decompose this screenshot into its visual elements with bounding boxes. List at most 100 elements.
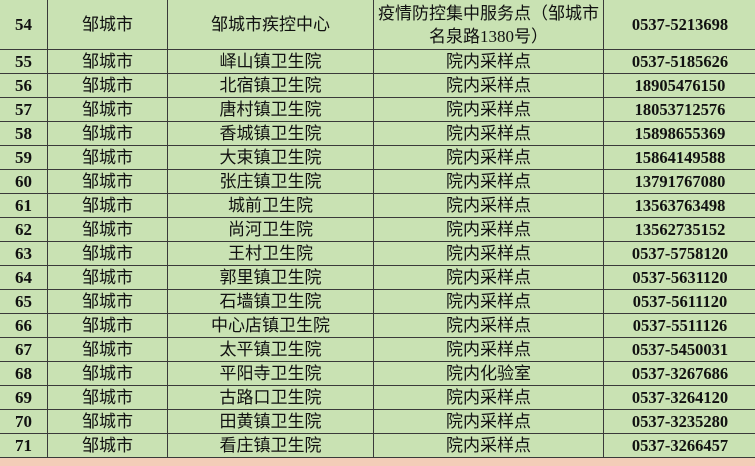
sampling-site-cell: 院内采样点	[373, 121, 604, 146]
row-number-cell: 65	[0, 289, 48, 314]
table-row: 56 邹城市 北宿镇卫生院 院内采样点 18905476150	[0, 73, 755, 98]
sampling-site-cell: 疫情防控集中服务点（邹城市名泉路1380号）	[373, 0, 604, 50]
city-cell: 邹城市	[47, 73, 168, 98]
institution-cell: 张庄镇卫生院	[167, 169, 374, 194]
sampling-site-cell: 院内采样点	[373, 49, 604, 74]
table-row: 65 邹城市 石墙镇卫生院 院内采样点 0537-5611120	[0, 289, 755, 314]
city-cell: 邹城市	[47, 97, 168, 122]
sampling-site-cell: 院内化验室	[373, 361, 604, 386]
table-row: 59 邹城市 大束镇卫生院 院内采样点 15864149588	[0, 145, 755, 170]
phone-cell: 13563763498	[603, 193, 755, 218]
table-row: 63 邹城市 王村卫生院 院内采样点 0537-5758120	[0, 241, 755, 266]
sampling-site-cell: 院内采样点	[373, 313, 604, 338]
table-row: 57 邹城市 唐村镇卫生院 院内采样点 18053712576	[0, 97, 755, 122]
row-number-cell: 54	[0, 0, 48, 50]
row-number-cell: 56	[0, 73, 48, 98]
row-number-cell: 67	[0, 337, 48, 362]
institution-cell: 唐村镇卫生院	[167, 97, 374, 122]
row-number-cell: 60	[0, 169, 48, 194]
city-cell: 邹城市	[47, 361, 168, 386]
phone-cell: 0537-5631120	[603, 265, 755, 290]
institution-cell: 郭里镇卫生院	[167, 265, 374, 290]
city-cell: 邹城市	[47, 0, 168, 50]
institution-cell: 石墙镇卫生院	[167, 289, 374, 314]
row-number-cell: 58	[0, 121, 48, 146]
institution-cell: 王村卫生院	[167, 241, 374, 266]
table-row: 66 邹城市 中心店镇卫生院 院内采样点 0537-5511126	[0, 313, 755, 338]
phone-cell: 0537-3264120	[603, 385, 755, 410]
table-row: 70 邹城市 田黄镇卫生院 院内采样点 0537-3235280	[0, 409, 755, 434]
institution-cell: 尚河卫生院	[167, 217, 374, 242]
phone-cell: 0537-5450031	[603, 337, 755, 362]
city-cell: 邹城市	[47, 121, 168, 146]
sampling-site-cell: 院内采样点	[373, 289, 604, 314]
row-number-cell: 66	[0, 313, 48, 338]
sampling-site-cell: 院内采样点	[373, 241, 604, 266]
phone-cell: 18905476150	[603, 73, 755, 98]
institution-cell: 中心店镇卫生院	[167, 313, 374, 338]
row-number-cell: 69	[0, 385, 48, 410]
sampling-site-cell: 院内采样点	[373, 145, 604, 170]
sampling-site-cell: 院内采样点	[373, 265, 604, 290]
phone-cell: 15864149588	[603, 145, 755, 170]
sampling-site-cell: 院内采样点	[373, 97, 604, 122]
phone-cell: 0537-5611120	[603, 289, 755, 314]
city-cell: 邹城市	[47, 217, 168, 242]
table-row: 58 邹城市 香城镇卫生院 院内采样点 15898655369	[0, 121, 755, 146]
row-number-cell: 68	[0, 361, 48, 386]
phone-cell: 0537-5758120	[603, 241, 755, 266]
row-number-cell: 55	[0, 49, 48, 74]
row-number-cell: 57	[0, 97, 48, 122]
institution-cell: 北宿镇卫生院	[167, 73, 374, 98]
table-row: 69 邹城市 古路口卫生院 院内采样点 0537-3264120	[0, 385, 755, 410]
sampling-site-cell: 院内采样点	[373, 217, 604, 242]
city-cell: 邹城市	[47, 337, 168, 362]
city-cell: 邹城市	[47, 385, 168, 410]
city-cell: 邹城市	[47, 145, 168, 170]
phone-cell: 0537-3267686	[603, 361, 755, 386]
row-number-cell: 70	[0, 409, 48, 434]
institution-cell: 香城镇卫生院	[167, 121, 374, 146]
table-row: 67 邹城市 太平镇卫生院 院内采样点 0537-5450031	[0, 337, 755, 362]
institution-cell: 邹城市疾控中心	[167, 0, 374, 50]
institution-cell: 城前卫生院	[167, 193, 374, 218]
city-cell: 邹城市	[47, 289, 168, 314]
row-number-cell: 71	[0, 433, 48, 458]
city-cell: 邹城市	[47, 265, 168, 290]
institution-cell: 平阳寺卫生院	[167, 361, 374, 386]
sampling-site-cell: 院内采样点	[373, 169, 604, 194]
row-number-cell: 59	[0, 145, 48, 170]
institution-cell: 峄山镇卫生院	[167, 49, 374, 74]
institution-cell: 大束镇卫生院	[167, 145, 374, 170]
sampling-site-cell: 院内采样点	[373, 385, 604, 410]
phone-cell: 0537-5185626	[603, 49, 755, 74]
table-row: 62 邹城市 尚河卫生院 院内采样点 13562735152	[0, 217, 755, 242]
city-cell: 邹城市	[47, 169, 168, 194]
city-cell: 邹城市	[47, 193, 168, 218]
sampling-site-cell: 院内采样点	[373, 193, 604, 218]
phone-cell: 13562735152	[603, 217, 755, 242]
row-number-cell: 62	[0, 217, 48, 242]
phone-cell: 0537-3266457	[603, 433, 755, 458]
table-row: 68 邹城市 平阳寺卫生院 院内化验室 0537-3267686	[0, 361, 755, 386]
sampling-site-cell: 院内采样点	[373, 337, 604, 362]
table-row: 54 邹城市 邹城市疾控中心 疫情防控集中服务点（邹城市名泉路1380号） 0537-5…	[0, 0, 755, 50]
city-cell: 邹城市	[47, 409, 168, 434]
phone-cell: 13791767080	[603, 169, 755, 194]
institution-cell: 古路口卫生院	[167, 385, 374, 410]
phone-cell: 0537-5511126	[603, 313, 755, 338]
institution-cell: 看庄镇卫生院	[167, 433, 374, 458]
city-cell: 邹城市	[47, 241, 168, 266]
table-row: 71 邹城市 看庄镇卫生院 院内采样点 0537-3266457	[0, 433, 755, 458]
phone-cell: 0537-3235280	[603, 409, 755, 434]
city-cell: 邹城市	[47, 49, 168, 74]
row-number-cell: 63	[0, 241, 48, 266]
sampling-site-cell: 院内采样点	[373, 409, 604, 434]
phone-cell: 15898655369	[603, 121, 755, 146]
table-row: 61 邹城市 城前卫生院 院内采样点 13563763498	[0, 193, 755, 218]
city-cell: 邹城市	[47, 433, 168, 458]
institution-cell: 田黄镇卫生院	[167, 409, 374, 434]
sampling-site-cell: 院内采样点	[373, 433, 604, 458]
